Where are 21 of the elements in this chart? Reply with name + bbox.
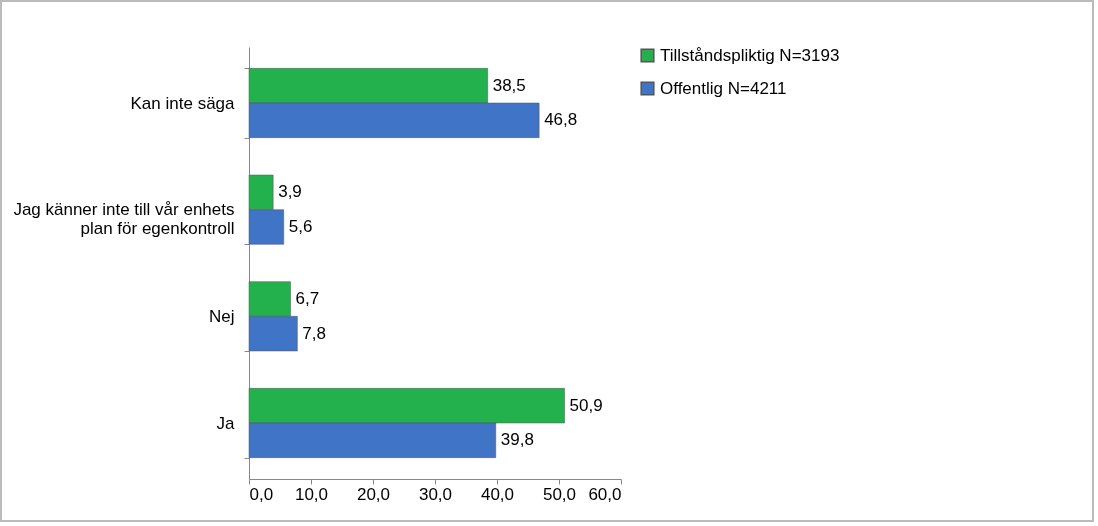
- data-label: 50,9: [569, 395, 603, 415]
- x-tick-label: 20,0: [356, 484, 391, 504]
- data-label: 46,8: [544, 110, 578, 130]
- y-tick-label: Kan inte säga: [130, 93, 236, 113]
- data-label: 3,9: [278, 182, 302, 202]
- x-tick-label: 50,0: [542, 484, 577, 504]
- x-tick-label: 0,0: [249, 484, 274, 504]
- x-tick-label: 10,0: [294, 484, 329, 504]
- data-label: 5,6: [288, 217, 313, 236]
- data-label: 39,8: [500, 430, 534, 450]
- legend-label: Tillståndspliktig N=3193: [660, 45, 840, 65]
- legend-label: Offentlig N=4211: [660, 78, 787, 98]
- x-tick-label: 40,0: [480, 484, 515, 504]
- data-label: 38,5: [492, 75, 526, 95]
- x-tick-label: 60,0: [588, 484, 622, 504]
- y-tick-label: Jag känner inte till vår enhets plan för egenkontroll: [13, 200, 235, 239]
- x-tick-label: 30,0: [418, 484, 453, 504]
- y-tick-label: Nej: [208, 306, 235, 326]
- y-tick-label: Ja: [216, 413, 236, 433]
- data-label: 6,7: [295, 289, 320, 308]
- data-label: 7,8: [302, 323, 326, 343]
